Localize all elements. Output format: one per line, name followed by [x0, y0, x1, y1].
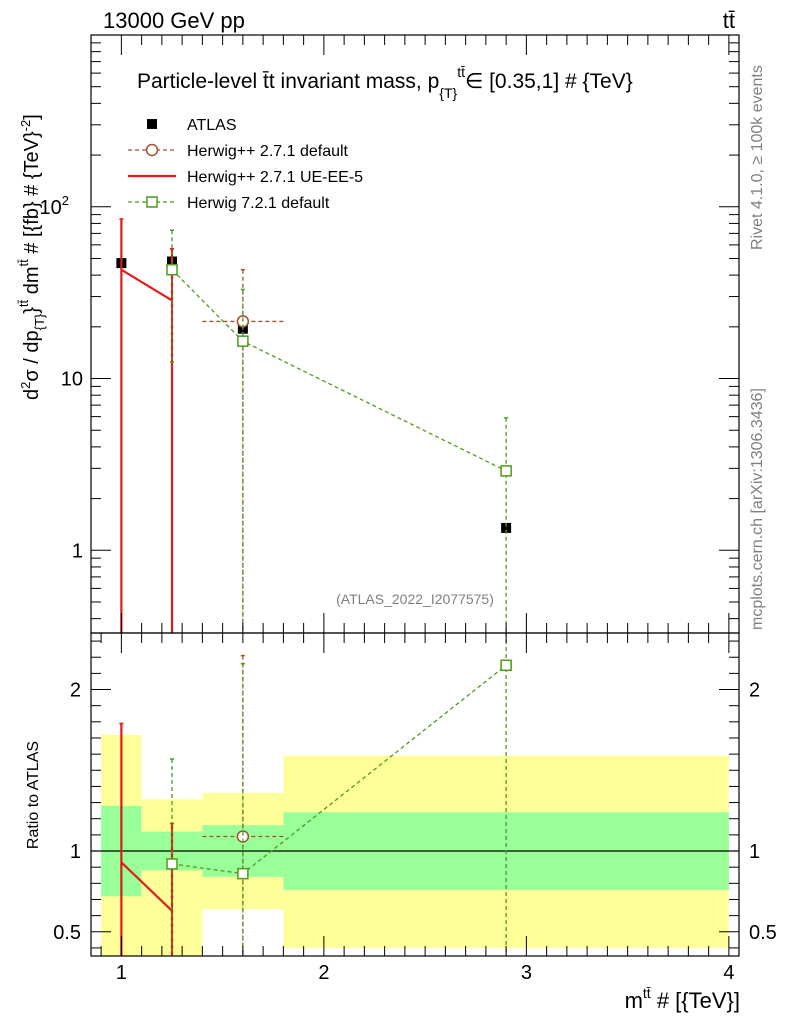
ylabel-part-e: } — [21, 307, 43, 314]
x-tick-label: 4 — [723, 962, 734, 984]
ylabel-part-d: {T} — [32, 313, 47, 330]
title-main-text: Particle-level t̄t invariant mass, p — [137, 70, 439, 93]
title-subscript: {T} — [439, 85, 457, 101]
main-y-tick-label: 102 — [40, 193, 69, 219]
ylabel-part-j: -2 — [18, 120, 33, 132]
ratio-y-tick-label: 1 — [70, 841, 81, 863]
ylabel-part-g: dm — [21, 266, 43, 299]
herwig-7-2-1-default-series — [166, 229, 512, 633]
herwig-2-7-1-ue-ee-5-series — [119, 722, 174, 956]
legend-entry: ATLAS — [147, 117, 237, 134]
legend-label: Herwig 7.2.1 default — [187, 195, 330, 212]
xlabel-part-a: m — [625, 988, 643, 1013]
xlabel-part-c: # [{TeV}] — [651, 988, 740, 1013]
main-y-tick-label: 10 — [61, 369, 83, 391]
main-title: Particle-level t̄t invariant mass, p{T}t… — [137, 64, 633, 101]
ratio-y-tick-label: 2 — [70, 680, 81, 702]
ratio-y-tick-label-right: 1 — [749, 841, 760, 863]
herwig-2-7-1-ue-ee-5-line — [120, 268, 173, 302]
legend: ATLAS Herwig++ 2.7.1 default Herwig++ 2.7.… — [128, 117, 363, 212]
herwig-2-7-1-ue-ee-5-line — [120, 861, 173, 912]
ylabel-part-a: d — [21, 389, 43, 400]
ratio-panel: 0.5 0.5 1 1 2 2 1 2 3 4 Ratio to ATLAS mtt̄ # [{T… — [25, 632, 777, 1013]
ylabel-part-f: tt̄ — [16, 299, 31, 307]
tick-exponent: 2 — [62, 193, 69, 208]
legend-entry: Herwig++ 2.7.1 default — [128, 143, 349, 160]
herwig-7-2-1-default-marker — [166, 858, 178, 870]
ylabel-part-k: ] — [21, 114, 43, 120]
ylabel-part-c: σ / dp — [21, 330, 43, 381]
ratio-y-axis-label: Ratio to ATLAS — [25, 741, 42, 849]
legend-marker — [145, 143, 159, 157]
ratio-data-layer — [119, 633, 512, 956]
header-energy-label: 13000 GeV pp — [103, 8, 245, 33]
analysis-tag: (ATLAS_2022_I2077575) — [336, 591, 494, 607]
mcplots-credit-label: mcplots.cern.ch [arXiv:1306.3436] — [749, 388, 766, 630]
ratio-uncertainty-bands — [91, 734, 739, 956]
legend-label: Herwig++ 2.7.1 UE-EE-5 — [187, 169, 363, 186]
herwig-2-7-1-ue-ee-5-series — [119, 218, 174, 633]
ratio-frame — [90, 632, 740, 957]
xlabel-part-b: tt̄ — [643, 985, 651, 1001]
herwig-7-2-1-default-series — [166, 633, 512, 956]
atlas-series — [116, 256, 512, 533]
main-data-layer — [116, 218, 512, 633]
header-process-label: tt̄ — [723, 8, 735, 33]
ratio-axes: 0.5 0.5 1 1 2 2 1 2 3 4 — [53, 633, 777, 984]
title-superscript: tt̄ — [457, 64, 465, 80]
herwig-7-2-1-default-marker — [166, 263, 178, 276]
legend-marker — [147, 119, 157, 129]
ratio-y-tick-label: 0.5 — [53, 922, 81, 944]
atlas-marker — [501, 522, 512, 533]
x-tick-label: 3 — [521, 962, 532, 984]
tick-base: 10 — [40, 197, 62, 219]
herwig-7-2-1-default-line — [171, 269, 507, 472]
title-tail-text: ∈ [0.35,1] # {TeV} — [465, 70, 633, 93]
herwig-7-2-1-default-marker — [237, 335, 249, 347]
legend-label: ATLAS — [187, 117, 237, 134]
x-axis-label: mtt̄ # [{TeV}] — [625, 985, 740, 1013]
main-y-tick-label: 1 — [72, 540, 83, 562]
ratio-y-tick-label-right: 2 — [749, 680, 760, 702]
x-tick-label: 1 — [116, 962, 127, 984]
ylabel-part-h: tt̄ — [16, 259, 31, 267]
legend-entry: Herwig++ 2.7.1 UE-EE-5 — [128, 169, 363, 186]
herwig-7-2-1-default-marker — [500, 465, 512, 477]
legend-marker — [146, 196, 158, 208]
legend-label: Herwig++ 2.7.1 default — [187, 143, 349, 160]
legend-entry: Herwig 7.2.1 default — [128, 195, 330, 212]
x-tick-label: 2 — [318, 962, 329, 984]
herwig-7-2-1-default-marker — [500, 659, 512, 672]
ratio-y-tick-label-right: 0.5 — [749, 922, 777, 944]
ylabel-part-i: # [{fb} # {TeV} — [21, 131, 43, 259]
ylabel-part-b: 2 — [18, 382, 33, 389]
main-y-axis-label: d2σ / dp{T}}tt̄ dmtt̄ # [{fb} # {TeV}-2] — [16, 114, 47, 400]
herwig-7-2-1-default-marker — [237, 867, 249, 880]
rivet-version-label: Rivet 4.1.0, ≥ 100k events — [749, 65, 766, 250]
